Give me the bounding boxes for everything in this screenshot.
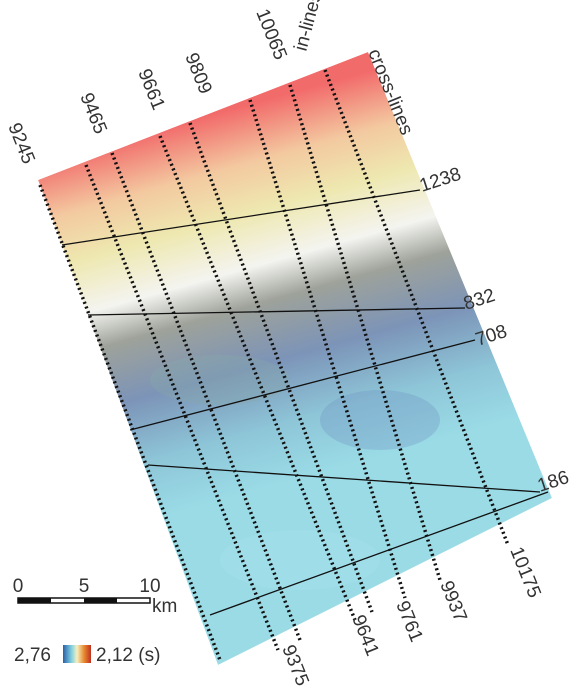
scale-unit: km	[152, 596, 177, 617]
cross-line-label: 1238	[417, 164, 464, 197]
in-line-label: 10065	[251, 6, 290, 63]
scale-bar: 0 5 10 km	[13, 576, 178, 617]
in-line-label: 9245	[3, 120, 38, 167]
in-line-label: 9465	[75, 90, 110, 137]
in-line-label: 9641	[347, 612, 382, 659]
scale-label: 5	[79, 576, 90, 597]
legend-max: 2,12 (s)	[96, 645, 160, 666]
in-line-label: 9761	[391, 598, 426, 645]
in-line-label: 9937	[435, 578, 470, 625]
survey-area	[38, 52, 552, 665]
cross-line-label: 832	[461, 285, 498, 315]
legend-min: 2,76	[14, 645, 51, 666]
legend: 2,76 2,12 (s)	[14, 645, 160, 666]
in-line-label: 9375	[277, 642, 312, 689]
seismic-map: 9245 9465 9661 9809 10065 in-lines cross…	[0, 0, 583, 698]
scale-label: 10	[139, 576, 160, 597]
in-line-label: 9661	[133, 66, 168, 113]
axis-title: in-lines	[291, 0, 327, 53]
in-line-label: 9809	[180, 50, 215, 97]
in-line-label: 10175	[505, 544, 544, 601]
scale-label: 0	[13, 576, 24, 597]
